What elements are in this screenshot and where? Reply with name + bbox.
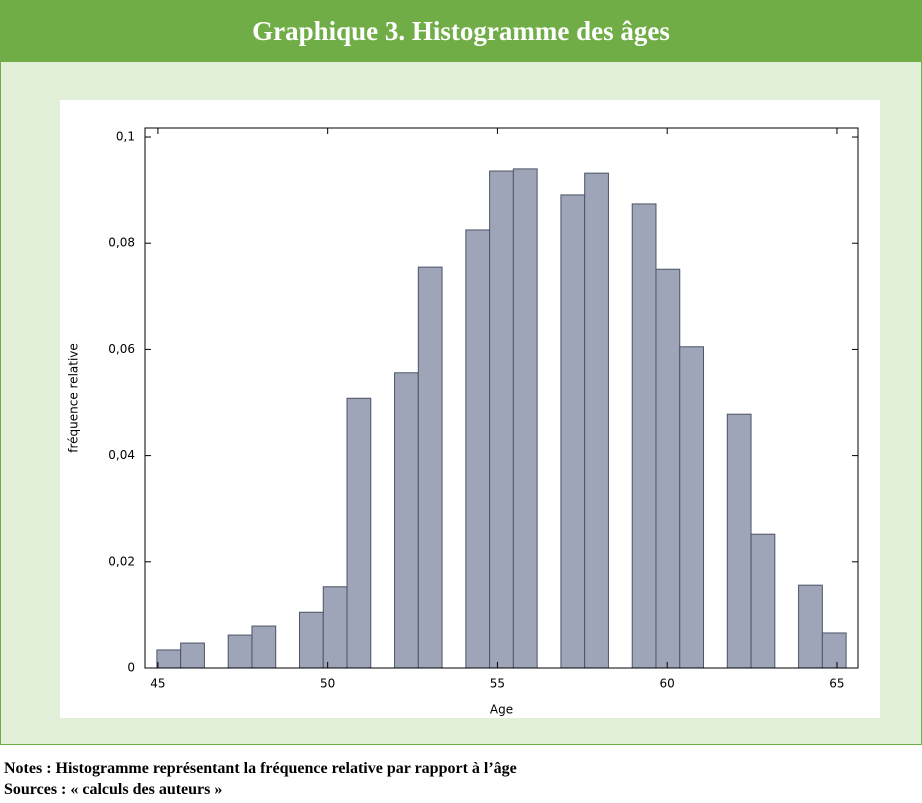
- x-tick-label: 65: [829, 677, 844, 691]
- x-tick-label: 50: [320, 677, 335, 691]
- bar: [417, 266, 443, 669]
- bar: [227, 634, 253, 669]
- bar: [465, 229, 491, 669]
- bar: [655, 268, 681, 669]
- bar: [394, 372, 419, 669]
- plot-frame: [144, 127, 859, 669]
- header-title: Graphique 3. Histogramme des âges: [0, 0, 922, 62]
- bar: [584, 172, 609, 669]
- bar: [726, 413, 752, 669]
- y-tick-label: 0,06: [108, 342, 135, 356]
- x-tick-label: 60: [660, 677, 675, 691]
- note: Notes : Histogramme représentant la fréq…: [4, 760, 517, 777]
- bar: [156, 649, 182, 669]
- x-tick-label: 45: [150, 677, 165, 691]
- bar: [560, 194, 586, 669]
- bar: [180, 642, 205, 669]
- y-tick-label: 0,04: [108, 448, 135, 462]
- y-tick-label: 0: [127, 661, 135, 675]
- chart: 0 0,02 0,04 0,06 0,08 0,1 45 50 55 60 65 Age fréquen…: [60, 100, 880, 718]
- bar: [322, 586, 348, 669]
- bar: [298, 611, 324, 669]
- bar: [798, 584, 823, 669]
- y-tick-label: 0,1: [116, 130, 135, 144]
- bar: [251, 625, 277, 669]
- y-axis-label: fréquence relative: [67, 343, 81, 453]
- x-axis-label: Age: [490, 703, 513, 717]
- bar: [631, 203, 657, 669]
- bar: [512, 168, 538, 669]
- y-tick-label: 0,08: [108, 236, 135, 250]
- y-tick-label: 0,02: [108, 554, 135, 568]
- bar: [679, 346, 705, 669]
- bar: [489, 170, 514, 669]
- bar: [821, 632, 847, 669]
- note: Sources : « calculs des auteurs »: [4, 781, 223, 798]
- bar: [750, 533, 776, 669]
- x-tick-label: 55: [490, 677, 505, 691]
- bar: [346, 397, 372, 669]
